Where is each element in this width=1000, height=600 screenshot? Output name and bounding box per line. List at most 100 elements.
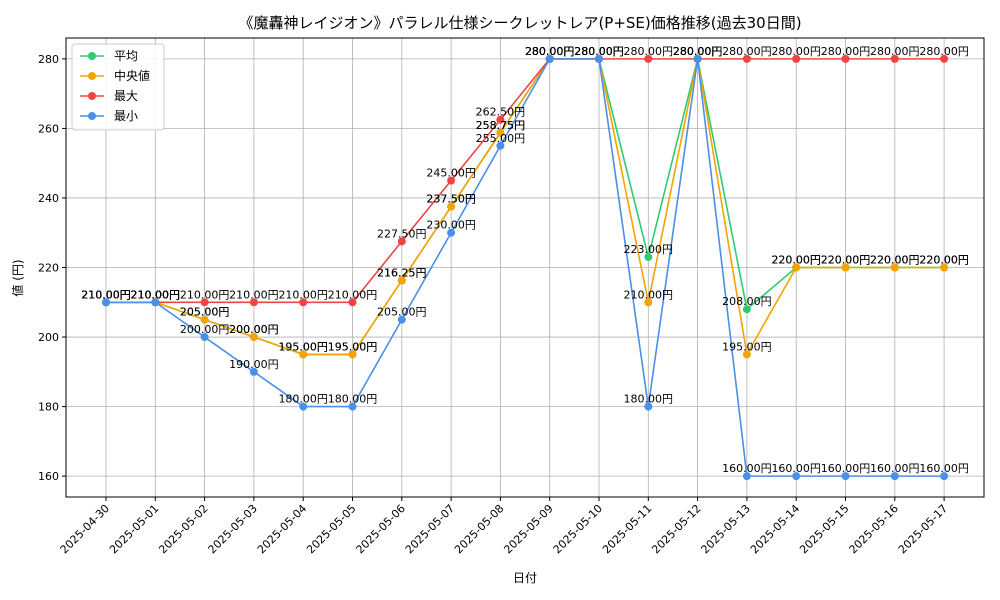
- data-point: [742, 54, 751, 63]
- data-point: [595, 54, 603, 63]
- data-point: [890, 472, 899, 481]
- data-point: [841, 472, 850, 481]
- legend-marker: [88, 92, 96, 100]
- data-point: [249, 298, 258, 307]
- x-tick-label: 2025-05-11: [600, 502, 654, 556]
- data-point: [644, 298, 653, 307]
- data-label: 220.00円: [771, 254, 821, 267]
- data-label: 280.00円: [673, 45, 723, 58]
- data-label: 258.75円: [476, 119, 526, 132]
- data-point: [644, 54, 653, 63]
- y-tick-label: 240: [38, 192, 59, 205]
- data-label: 220.00円: [919, 254, 969, 267]
- x-tick-label: 2025-05-07: [403, 502, 457, 556]
- data-label: 210.00円: [180, 288, 230, 301]
- data-label: 205.00円: [377, 306, 427, 319]
- x-tick-label: 2025-05-02: [156, 502, 210, 556]
- data-point: [397, 315, 406, 324]
- legend-marker: [88, 72, 96, 80]
- data-label: 280.00円: [722, 45, 772, 58]
- y-tick-label: 260: [38, 122, 59, 135]
- data-point: [249, 367, 258, 376]
- data-label: 210.00円: [81, 288, 131, 301]
- x-tick-label: 2025-04-30: [58, 502, 112, 556]
- data-label: 227.50円: [377, 227, 427, 240]
- data-label: 216.25円: [377, 267, 427, 280]
- data-point: [890, 54, 899, 63]
- y-tick-label: 160: [38, 470, 59, 483]
- data-point: [496, 141, 505, 150]
- data-label: 280.00円: [574, 45, 624, 58]
- x-tick-label: 2025-05-16: [847, 502, 901, 556]
- data-label: 210.00円: [131, 288, 181, 301]
- data-point: [299, 298, 308, 307]
- y-tick-label: 180: [38, 401, 59, 414]
- data-point: [742, 472, 751, 481]
- x-tick-label: 2025-05-04: [255, 502, 309, 556]
- data-label: 210.00円: [624, 288, 674, 301]
- data-point: [693, 54, 702, 63]
- data-label: 220.00円: [771, 254, 821, 267]
- data-label: 280.00円: [624, 45, 674, 58]
- data-label: 160.00円: [722, 462, 772, 475]
- data-label: 208.00円: [722, 295, 772, 308]
- y-axis: 160 180 200 220 240 260 280: [38, 53, 66, 483]
- data-label: 280.00円: [870, 45, 920, 58]
- data-point: [348, 402, 357, 411]
- data-label: 258.75円: [476, 119, 526, 132]
- data-point: [940, 472, 949, 481]
- legend-entry: 中央値: [114, 68, 150, 83]
- x-tick-label: 2025-05-14: [748, 502, 802, 556]
- data-label: 210.00円: [278, 288, 328, 301]
- data-label: 210.00円: [81, 288, 131, 301]
- data-label: 190.00円: [229, 358, 279, 371]
- data-point: [742, 350, 751, 359]
- data-point: [200, 315, 209, 324]
- data-point: [792, 472, 801, 481]
- data-point: [447, 202, 456, 211]
- data-label: 160.00円: [771, 462, 821, 475]
- data-point: [249, 333, 258, 342]
- data-label: 200.00円: [229, 323, 279, 336]
- data-label: 220.00円: [870, 254, 920, 267]
- legend-entry: 平均: [114, 49, 138, 63]
- data-point: [397, 276, 406, 285]
- series-layer: [102, 54, 949, 481]
- data-point: [299, 350, 308, 359]
- data-label: 245.00円: [426, 167, 476, 180]
- data-label: 280.00円: [673, 45, 723, 58]
- data-point: [348, 350, 357, 359]
- data-label: 195.00円: [328, 340, 378, 353]
- data-label: 160.00円: [919, 462, 969, 475]
- chart-title: 《魔轟神レイジオン》パラレル仕様シークレットレア(P+SE)価格推移(過去30日…: [238, 14, 801, 32]
- x-axis: 2025-04-302025-05-012025-05-022025-05-03…: [58, 497, 950, 556]
- data-point: [841, 54, 850, 63]
- data-label: 220.00円: [821, 254, 871, 267]
- data-label: 200.00円: [180, 323, 230, 336]
- legend-marker: [88, 112, 96, 120]
- data-label: 195.00円: [278, 340, 328, 353]
- legend-entry: 最大: [114, 89, 138, 103]
- data-label: 210.00円: [81, 288, 131, 301]
- data-label: 255.00円: [476, 132, 526, 145]
- data-point: [447, 228, 456, 237]
- data-label: 210.00円: [229, 288, 279, 301]
- x-tick-label: 2025-05-12: [649, 502, 703, 556]
- data-label: 200.00円: [229, 323, 279, 336]
- x-axis-label: 日付: [513, 571, 537, 585]
- data-label: 205.00円: [180, 306, 230, 319]
- data-point: [200, 298, 209, 307]
- data-label: 223.00円: [624, 243, 674, 256]
- data-label: 216.25円: [377, 267, 427, 280]
- data-label: 280.00円: [919, 45, 969, 58]
- data-point: [397, 237, 406, 246]
- data-point: [151, 298, 160, 307]
- data-point: [496, 128, 505, 137]
- data-point: [299, 402, 308, 411]
- series-line: [106, 58, 945, 477]
- data-label: 210.00円: [81, 288, 131, 301]
- data-label: 195.00円: [328, 340, 378, 353]
- y-tick-label: 220: [38, 262, 59, 275]
